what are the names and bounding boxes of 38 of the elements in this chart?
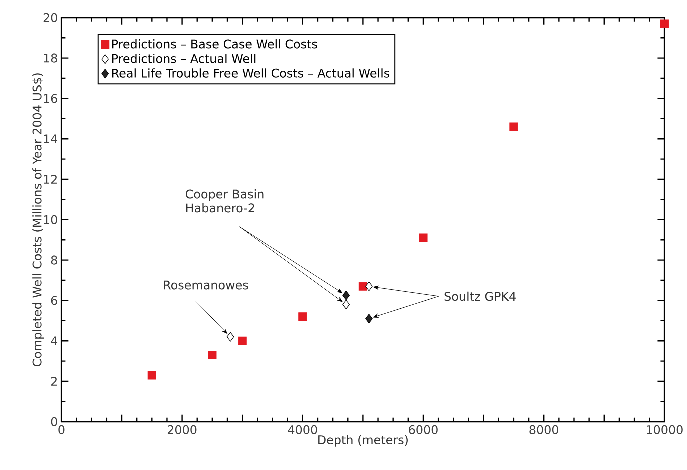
point xyxy=(419,234,428,243)
point xyxy=(510,122,518,132)
x-tick-label: 10000 xyxy=(647,426,683,435)
point xyxy=(226,332,234,342)
x-tick-label: 0 xyxy=(58,426,65,435)
point xyxy=(238,336,247,346)
point xyxy=(366,314,373,324)
y-tick-label: 6 xyxy=(51,296,58,306)
y-tick-label: 8 xyxy=(51,256,58,265)
x-tick-label: 8000 xyxy=(530,426,558,435)
annotation: Soultz GPK4 xyxy=(444,292,516,302)
y-tick-label: 14 xyxy=(44,134,58,144)
point xyxy=(148,371,156,380)
y-tick-label: 18 xyxy=(44,54,58,63)
y-tick-label: 4 xyxy=(51,336,58,346)
y-axis-title: Completed Well Costs (Millions of Year 2004 US$) xyxy=(32,74,44,367)
x-axis-title: Depth (meters) xyxy=(318,435,408,448)
y-tick-label: 20 xyxy=(44,14,58,23)
y-tick-label: 2 xyxy=(51,377,57,386)
y-tick-label: 0 xyxy=(51,418,58,427)
point xyxy=(660,20,669,28)
y-tick-label: 10 xyxy=(44,216,58,225)
annotation: Rosemanowes xyxy=(164,281,248,290)
y-tick-label: 16 xyxy=(44,94,58,104)
point xyxy=(342,300,350,310)
point xyxy=(208,351,217,360)
legend-label: Predictions – Actual Well xyxy=(112,54,256,64)
point xyxy=(358,282,368,292)
x-tick-label: 2000 xyxy=(168,426,197,435)
y-tick-label: 12 xyxy=(44,175,57,184)
x-tick-label: 4000 xyxy=(288,426,318,435)
annotation: Cooper Basin Habanero-2 xyxy=(186,190,264,213)
point xyxy=(342,291,350,301)
point xyxy=(298,312,308,322)
x-tick-label: 6000 xyxy=(409,426,438,435)
legend-label: Predictions – Base Case Well Costs xyxy=(112,40,318,49)
legend-label: Real Life Trouble Free Well Costs – Actual Wells xyxy=(112,68,390,78)
point xyxy=(366,282,373,292)
